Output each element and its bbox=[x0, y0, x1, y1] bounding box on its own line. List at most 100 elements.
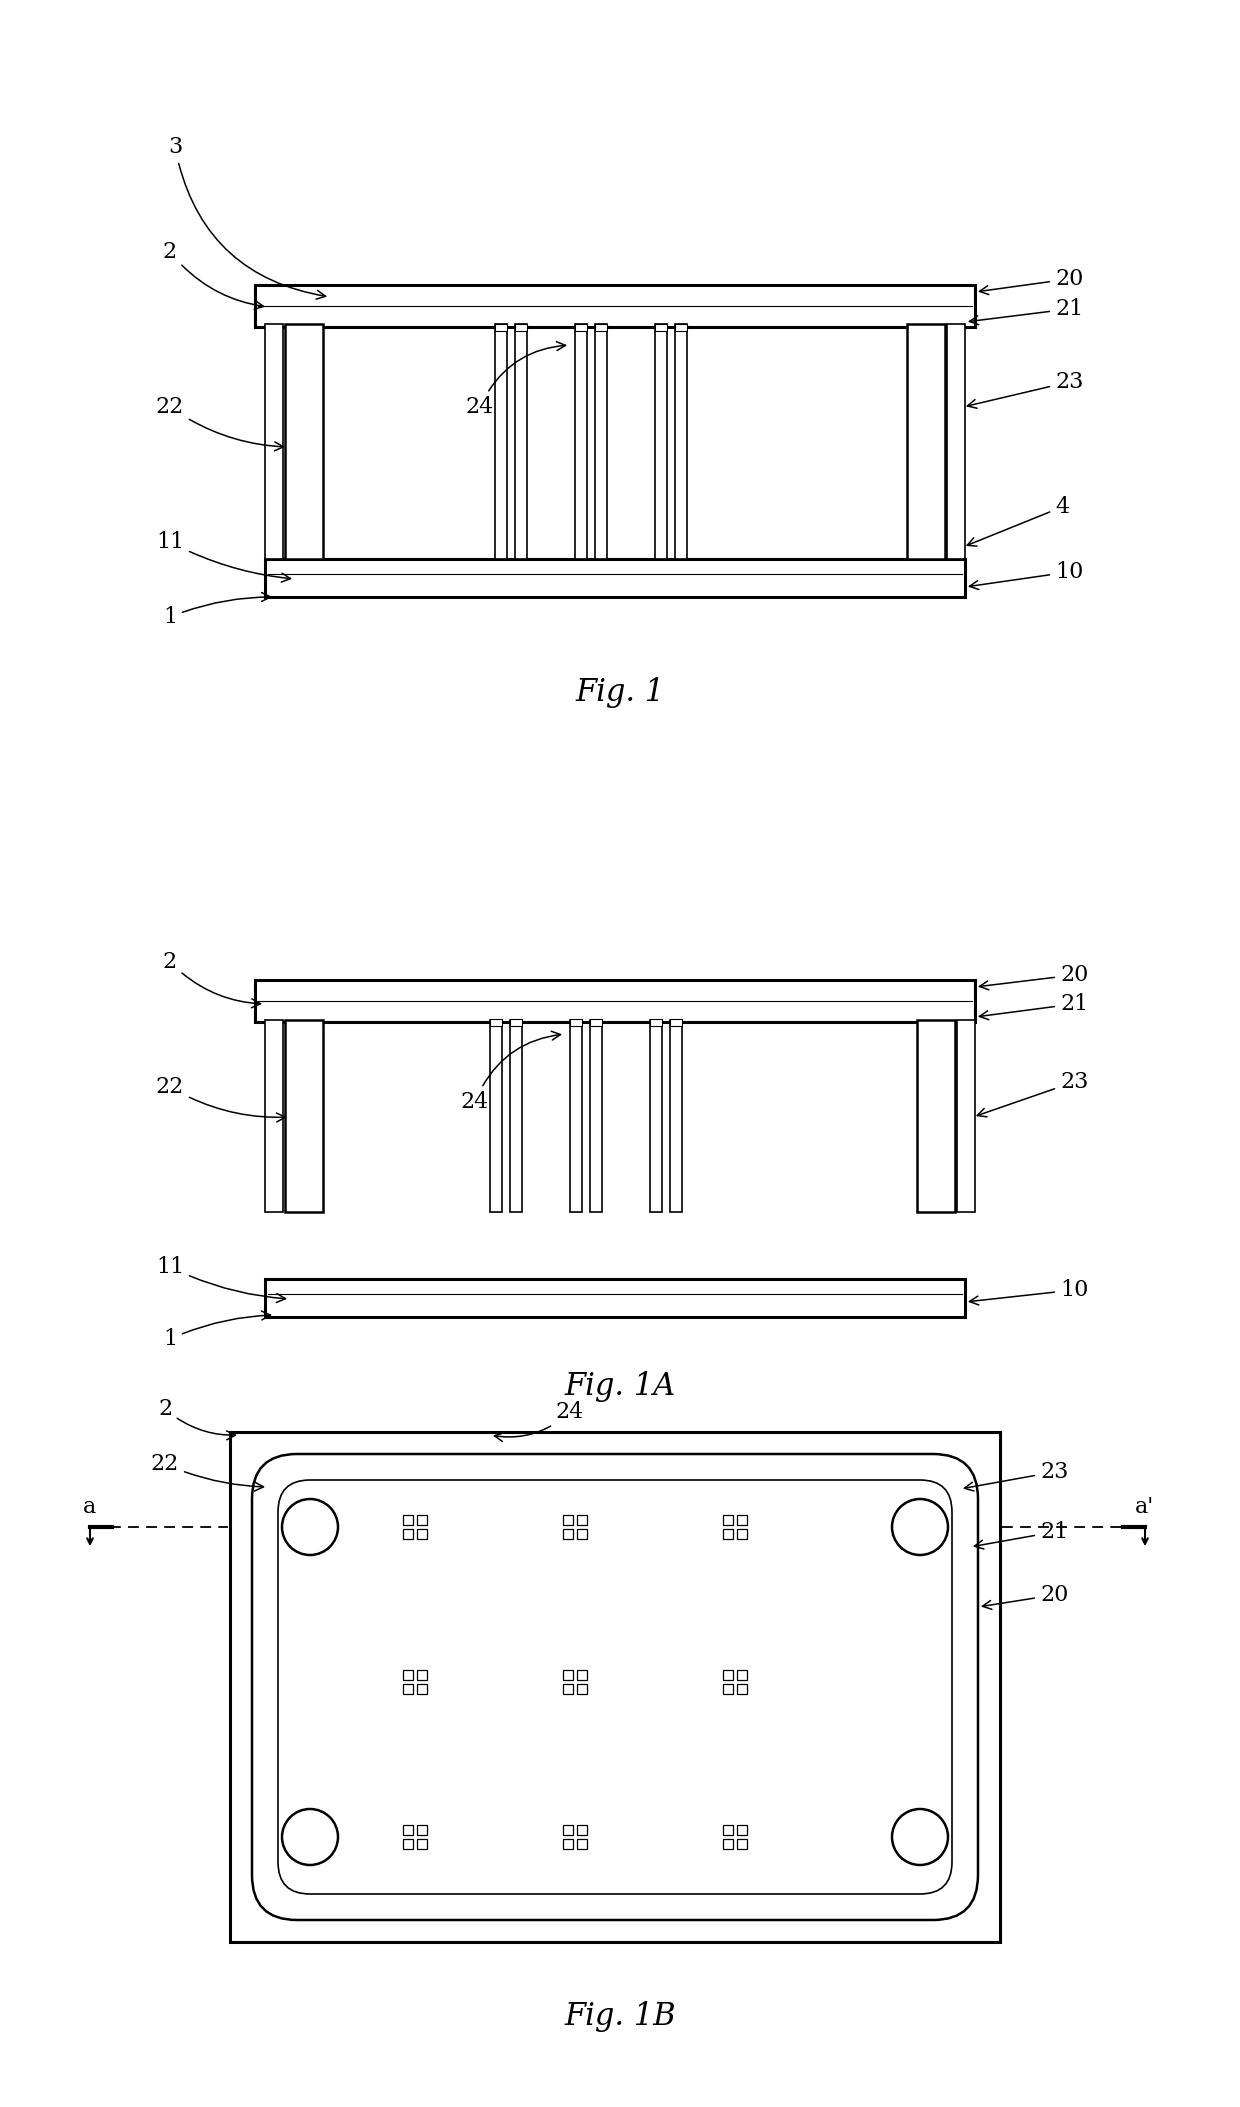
Text: 2: 2 bbox=[162, 950, 260, 1007]
Bar bbox=[490, 1020, 502, 1026]
Text: 22: 22 bbox=[156, 1077, 285, 1121]
Text: a': a' bbox=[1136, 1496, 1154, 1517]
Bar bbox=[563, 1683, 573, 1694]
Text: 21: 21 bbox=[980, 992, 1089, 1020]
Bar bbox=[590, 1020, 601, 1026]
Bar bbox=[737, 1530, 746, 1538]
Bar bbox=[510, 1020, 522, 1026]
Bar bbox=[577, 1683, 587, 1694]
Bar bbox=[403, 1671, 413, 1679]
Bar bbox=[417, 1683, 427, 1694]
Bar bbox=[650, 1020, 662, 1212]
Text: 22: 22 bbox=[156, 396, 284, 451]
Text: a: a bbox=[83, 1496, 97, 1517]
Bar bbox=[577, 1839, 587, 1850]
Bar bbox=[723, 1683, 733, 1694]
Text: Fig. 1: Fig. 1 bbox=[575, 676, 665, 708]
Bar bbox=[563, 1515, 573, 1525]
Bar bbox=[563, 1530, 573, 1538]
Bar bbox=[723, 1530, 733, 1538]
Bar bbox=[570, 1020, 582, 1026]
Bar bbox=[655, 324, 667, 331]
Bar bbox=[737, 1825, 746, 1835]
Text: 21: 21 bbox=[970, 297, 1084, 324]
Text: 10: 10 bbox=[970, 560, 1084, 590]
Bar bbox=[229, 1433, 999, 1943]
Text: 11: 11 bbox=[156, 531, 290, 582]
Bar bbox=[957, 1020, 975, 1212]
Bar bbox=[590, 1020, 601, 1212]
Bar bbox=[265, 1279, 965, 1317]
Text: 21: 21 bbox=[975, 1521, 1068, 1549]
Text: 3: 3 bbox=[167, 137, 326, 299]
Bar bbox=[515, 324, 527, 558]
Bar bbox=[403, 1839, 413, 1850]
Bar bbox=[670, 1020, 682, 1026]
Bar bbox=[255, 284, 975, 327]
Text: 1: 1 bbox=[162, 1311, 270, 1351]
Bar bbox=[595, 324, 608, 331]
Bar bbox=[417, 1839, 427, 1850]
Bar bbox=[417, 1530, 427, 1538]
Bar bbox=[255, 980, 975, 1022]
Text: 4: 4 bbox=[967, 495, 1069, 546]
Bar bbox=[918, 1020, 955, 1212]
Bar bbox=[403, 1825, 413, 1835]
Text: 20: 20 bbox=[980, 268, 1084, 295]
Bar bbox=[577, 1530, 587, 1538]
Bar bbox=[577, 1515, 587, 1525]
Bar bbox=[723, 1515, 733, 1525]
Text: 24: 24 bbox=[495, 1401, 584, 1441]
Text: 20: 20 bbox=[982, 1584, 1069, 1610]
Bar bbox=[265, 324, 283, 558]
Bar bbox=[265, 558, 965, 596]
Text: 23: 23 bbox=[965, 1460, 1069, 1492]
Bar bbox=[285, 1020, 322, 1212]
Text: 2: 2 bbox=[157, 1399, 236, 1439]
Bar bbox=[575, 324, 587, 331]
Text: 24: 24 bbox=[466, 341, 565, 417]
Bar bbox=[495, 324, 507, 331]
Text: 2: 2 bbox=[162, 240, 264, 310]
Text: Fig. 1B: Fig. 1B bbox=[564, 2002, 676, 2033]
Bar bbox=[577, 1825, 587, 1835]
Text: 20: 20 bbox=[980, 965, 1089, 990]
Text: 11: 11 bbox=[156, 1256, 285, 1302]
Bar bbox=[906, 324, 945, 558]
Bar bbox=[723, 1825, 733, 1835]
Bar bbox=[417, 1515, 427, 1525]
Bar bbox=[417, 1825, 427, 1835]
Bar bbox=[670, 1020, 682, 1212]
Bar bbox=[737, 1515, 746, 1525]
Bar bbox=[577, 1671, 587, 1679]
Bar bbox=[737, 1839, 746, 1850]
Text: 10: 10 bbox=[970, 1279, 1089, 1304]
Bar bbox=[675, 324, 687, 558]
Bar bbox=[563, 1825, 573, 1835]
Text: 23: 23 bbox=[967, 371, 1084, 409]
Bar bbox=[737, 1683, 746, 1694]
Bar bbox=[737, 1671, 746, 1679]
Bar bbox=[675, 324, 687, 331]
Bar bbox=[515, 324, 527, 331]
Bar bbox=[650, 1020, 662, 1026]
Bar bbox=[403, 1683, 413, 1694]
Bar bbox=[403, 1515, 413, 1525]
Text: 24: 24 bbox=[461, 1030, 560, 1112]
Text: 22: 22 bbox=[151, 1454, 264, 1492]
Bar bbox=[510, 1020, 522, 1212]
Bar bbox=[575, 324, 587, 558]
Bar bbox=[723, 1671, 733, 1679]
Bar bbox=[723, 1839, 733, 1850]
Bar bbox=[563, 1671, 573, 1679]
Text: 1: 1 bbox=[162, 592, 270, 628]
Bar bbox=[655, 324, 667, 558]
Bar bbox=[490, 1020, 502, 1212]
Text: 23: 23 bbox=[977, 1070, 1089, 1117]
Bar bbox=[595, 324, 608, 558]
Bar bbox=[417, 1671, 427, 1679]
Bar bbox=[563, 1839, 573, 1850]
Bar bbox=[947, 324, 965, 558]
Bar bbox=[403, 1530, 413, 1538]
Bar bbox=[570, 1020, 582, 1212]
